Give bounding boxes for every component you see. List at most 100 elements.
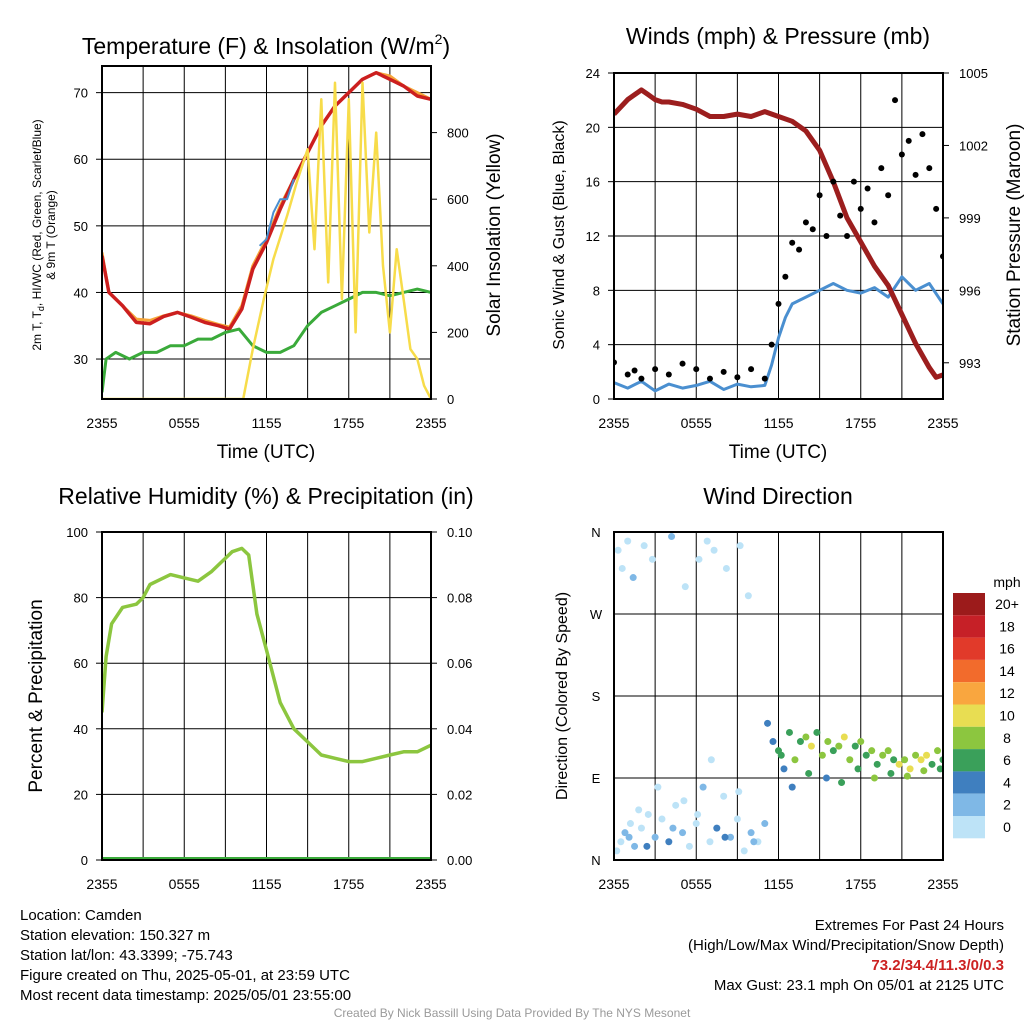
- station-latlon: Station lat/lon: 43.3399; -75.743: [20, 947, 233, 964]
- gust-point: [679, 360, 686, 367]
- gust-point: [912, 171, 919, 178]
- colorbar-label: 6: [1003, 752, 1011, 768]
- gust-point: [665, 371, 672, 378]
- colorbar-label: 2: [1003, 797, 1011, 813]
- colorbar-label: 0: [1003, 819, 1011, 835]
- gust-point: [933, 205, 940, 212]
- direction-point: [895, 760, 903, 768]
- direction-point: [884, 747, 892, 755]
- direction-point: [699, 783, 707, 791]
- gust-point: [885, 192, 892, 199]
- direction-point: [631, 842, 639, 850]
- x-tick-label: 2355: [927, 415, 958, 431]
- plot-area: [614, 87, 943, 393]
- gust-point: [823, 233, 830, 239]
- direction-point: [791, 756, 799, 764]
- gust-point: [748, 366, 755, 373]
- y-tick-label: 50: [74, 219, 88, 234]
- direction-point: [640, 542, 648, 550]
- direction-point: [805, 769, 813, 777]
- y2-tick-label: 0.02: [447, 787, 472, 802]
- direction-point: [635, 806, 643, 814]
- y2-tick-label: 999: [959, 211, 981, 226]
- direction-point: [936, 765, 943, 773]
- svg-text:2m T, Td, HI/WC (Red, Green, S: 2m T, Td, HI/WC (Red, Green, Scarlet/Blu…: [30, 119, 46, 350]
- direction-point: [840, 733, 848, 741]
- series-line: [258, 178, 295, 247]
- y2-tick-label: 0.08: [447, 591, 472, 606]
- direction-point: [920, 767, 928, 775]
- gust-point: [734, 374, 741, 381]
- colorbar-swatch: [953, 771, 985, 794]
- colorbar-swatch: [953, 637, 985, 660]
- direction-point: [727, 833, 735, 841]
- direction-point: [735, 788, 743, 796]
- svg-text:& 9m T (Orange): & 9m T (Orange): [44, 190, 58, 280]
- direction-point: [764, 719, 772, 727]
- most-recent-timestamp: Most recent data timestamp: 2025/05/01 2…: [20, 987, 352, 1004]
- direction-point: [672, 801, 680, 809]
- direction-point: [903, 772, 911, 780]
- direction-point: [629, 574, 637, 582]
- x-tick-label: 1755: [845, 415, 876, 431]
- direction-point: [713, 824, 721, 832]
- station-location: Location: Camden: [20, 907, 142, 924]
- colorbar-label: 20+: [995, 596, 1019, 612]
- colorbar-swatch: [953, 726, 985, 750]
- direction-point: [780, 765, 788, 773]
- direction-point: [669, 824, 677, 832]
- x-tick-label: 2355: [598, 415, 629, 431]
- humidity-title: Relative Humidity (%) & Precipitation (i…: [58, 483, 473, 509]
- x-tick-label: 1755: [333, 415, 364, 431]
- direction-point: [829, 747, 837, 755]
- winds-y2-label: Station Pressure (Maroon): [1004, 124, 1024, 347]
- direction-point: [879, 751, 887, 759]
- x-tick-label: 2355: [927, 876, 958, 892]
- x-tick-label: 1755: [845, 876, 876, 892]
- y-tick-label: 12: [586, 229, 600, 244]
- direction-point: [643, 842, 651, 850]
- gust-point: [837, 212, 844, 219]
- x-tick-label: 0555: [169, 876, 200, 892]
- y-tick-label: N: [591, 853, 600, 868]
- gust-point: [864, 185, 871, 192]
- plot-frame: [613, 72, 944, 400]
- gust-point: [631, 367, 638, 374]
- direction-point: [761, 820, 769, 828]
- extremes-subtitle: (High/Low/Max Wind/Precipitation/Snow De…: [688, 937, 1004, 954]
- colorbar-swatch: [953, 793, 985, 816]
- winds-panel: Winds (mph) & Pressure (mb) Time (UTC) S…: [551, 23, 1024, 463]
- x-tick-label: 2355: [86, 876, 117, 892]
- y-tick-label: 30: [74, 352, 88, 367]
- direction-point: [769, 738, 777, 746]
- figure-created: Figure created on Thu, 2025-05-01, at 23…: [20, 967, 350, 984]
- direction-point: [648, 555, 656, 563]
- extremes-info: Extremes For Past 24 Hours (High/Low/Max…: [688, 916, 1004, 996]
- temperature-panel: Temperature (F) & Insolation (W/m2) Time…: [30, 31, 505, 463]
- direction-point: [707, 756, 715, 764]
- x-tick-label: 1755: [333, 876, 364, 892]
- direction-point: [685, 842, 693, 850]
- y2-tick-label: 993: [959, 356, 981, 371]
- gust-point: [816, 192, 823, 199]
- colorbar-label: 14: [999, 663, 1015, 679]
- y-tick-label: 60: [74, 152, 88, 167]
- gust-point: [638, 375, 645, 382]
- direction-point: [681, 583, 689, 591]
- wind-direction-panel: Wind Direction Direction (Colored By Spe…: [554, 483, 1021, 892]
- y-tick-label: 8: [593, 283, 600, 298]
- gust-point: [850, 178, 857, 185]
- winds-title: Winds (mph) & Pressure (mb): [626, 23, 930, 49]
- extremes-values: 73.2/34.4/11.3/0/0.3: [871, 957, 1004, 974]
- y2-tick-label: 1005: [959, 66, 988, 81]
- direction-point: [614, 847, 621, 855]
- y-tick-label: 4: [593, 338, 600, 353]
- colorbar-swatch: [953, 682, 985, 705]
- y-tick-label: 0: [593, 392, 600, 407]
- gust-point: [789, 239, 796, 246]
- plot-frame: [613, 531, 944, 861]
- direction-point: [917, 756, 925, 764]
- gust-point: [693, 366, 700, 373]
- station-info: Location: Camden Station elevation: 150.…: [20, 906, 351, 1006]
- direction-point: [788, 783, 796, 791]
